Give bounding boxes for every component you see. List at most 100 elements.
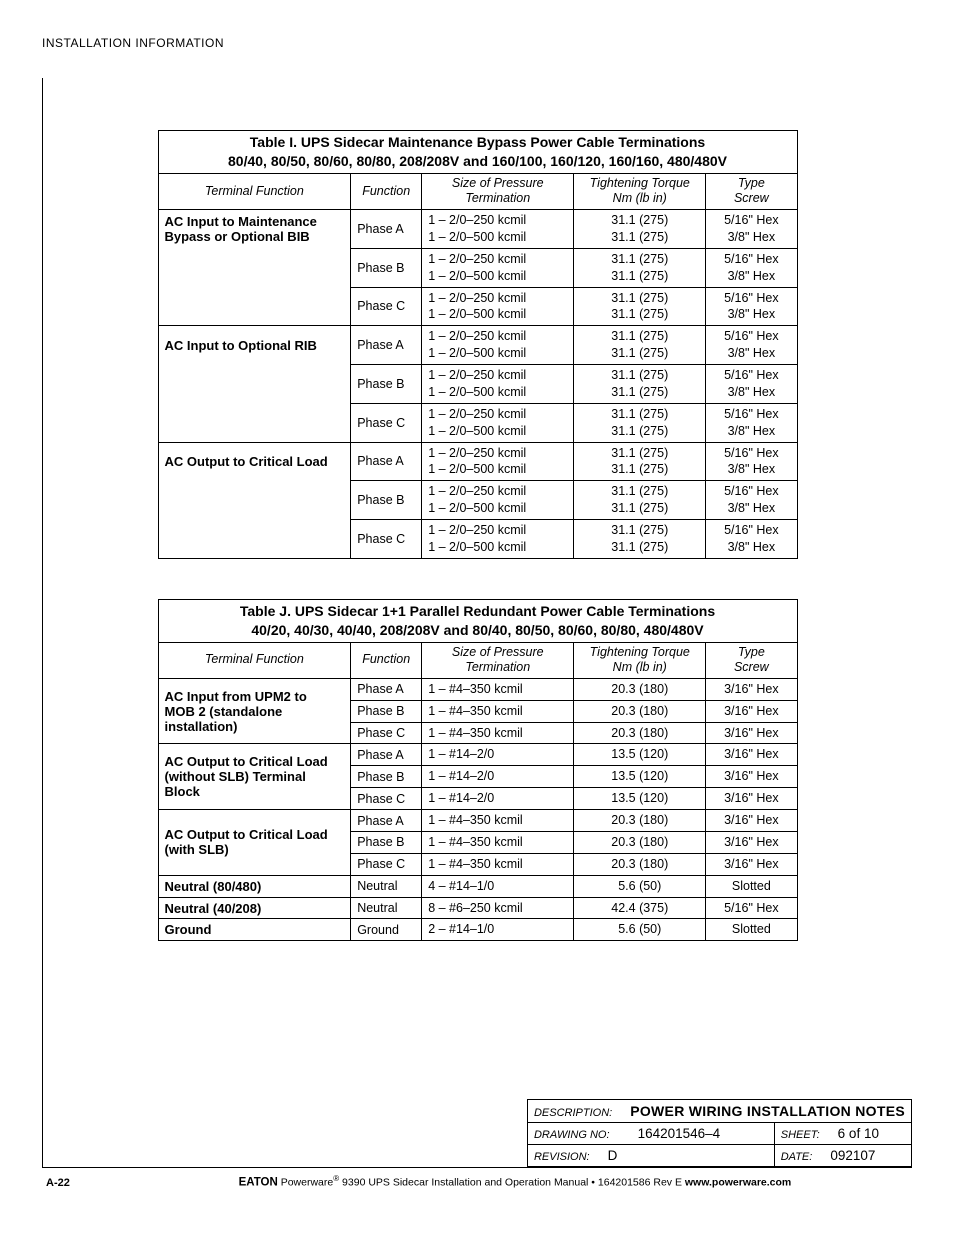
tb-desc-val: POWER WIRING INSTALLATION NOTES — [630, 1103, 905, 1119]
table-i-title-l2: 80/40, 80/50, 80/60, 80/80, 208/208V and… — [228, 153, 727, 169]
tb-date-label: DATE: — [781, 1151, 821, 1163]
table-row: Neutral (80/480)Neutral4 – #14–1/05.6 (5… — [158, 875, 797, 897]
size-cell: 8 – #6–250 kcmil — [422, 897, 574, 919]
table-j-headers: Terminal Function Function Size of Press… — [158, 642, 797, 678]
col-scr: TypeScrew — [706, 642, 797, 678]
screw-cell: 3/16" Hex — [706, 678, 797, 700]
torque-cell: 31.1 (275)31.1 (275) — [574, 403, 706, 442]
tb-rev-label: REVISION: — [534, 1151, 598, 1163]
table-j-title: Table J. UPS Sidecar 1+1 Parallel Redund… — [158, 599, 797, 642]
function-cell: Phase B — [351, 766, 422, 788]
page-footer: A-22 EATON Powerware® 9390 UPS Sidecar I… — [42, 1174, 912, 1189]
table-row: AC Output to Critical Load(with SLB)Phas… — [158, 810, 797, 832]
torque-cell: 20.3 (180) — [574, 722, 706, 744]
function-cell: Phase C — [351, 853, 422, 875]
screw-cell: 5/16" Hex3/8" Hex — [706, 248, 797, 287]
tb-drawing-val: 164201546–4 — [638, 1126, 721, 1141]
size-cell: 1 – 2/0–250 kcmil1 – 2/0–500 kcmil — [422, 442, 574, 481]
table-i-title: Table I. UPS Sidecar Maintenance Bypass … — [158, 131, 797, 174]
torque-cell: 31.1 (275)31.1 (275) — [574, 365, 706, 404]
tb-sheet-label: SHEET: — [781, 1129, 828, 1141]
tb-date-val: 092107 — [830, 1148, 875, 1163]
function-cell: Phase B — [351, 248, 422, 287]
function-cell: Phase A — [351, 810, 422, 832]
function-cell: Phase A — [351, 442, 422, 481]
terminal-function: Ground — [158, 919, 351, 941]
torque-cell: 5.6 (50) — [574, 919, 706, 941]
terminal-function-cont — [158, 365, 351, 404]
function-cell: Phase C — [351, 788, 422, 810]
table-row: Phase B1 – 2/0–250 kcmil1 – 2/0–500 kcmi… — [158, 365, 797, 404]
size-cell: 1 – 2/0–250 kcmil1 – 2/0–500 kcmil — [422, 210, 574, 249]
col-tf: Terminal Function — [158, 642, 351, 678]
document-page: INSTALLATION INFORMATION Table I. UPS Si… — [0, 0, 954, 1209]
torque-cell: 20.3 (180) — [574, 810, 706, 832]
table-row: AC Input to MaintenanceBypass or Optiona… — [158, 210, 797, 249]
size-cell: 1 – 2/0–250 kcmil1 – 2/0–500 kcmil — [422, 481, 574, 520]
function-cell: Phase C — [351, 520, 422, 559]
size-cell: 1 – #4–350 kcmil — [422, 678, 574, 700]
function-cell: Phase A — [351, 744, 422, 766]
torque-cell: 13.5 (120) — [574, 744, 706, 766]
terminal-function: AC Output to Critical Load — [158, 442, 351, 481]
size-cell: 1 – 2/0–250 kcmil1 – 2/0–500 kcmil — [422, 365, 574, 404]
torque-cell: 31.1 (275)31.1 (275) — [574, 481, 706, 520]
terminal-function: AC Input to Optional RIB — [158, 326, 351, 365]
terminal-function: AC Input to MaintenanceBypass or Optiona… — [158, 210, 351, 249]
size-cell: 1 – #4–350 kcmil — [422, 700, 574, 722]
footer-desc: 9390 UPS Sidecar Installation and Operat… — [339, 1177, 685, 1189]
screw-cell: 5/16" Hex3/8" Hex — [706, 403, 797, 442]
page-header: INSTALLATION INFORMATION — [42, 36, 912, 50]
screw-cell: 3/16" Hex — [706, 810, 797, 832]
terminal-function: AC Output to Critical Load(with SLB) — [158, 810, 351, 876]
terminal-function: AC Output to Critical Load(without SLB) … — [158, 744, 351, 810]
screw-cell: 3/16" Hex — [706, 853, 797, 875]
col-fn: Function — [351, 642, 422, 678]
table-row: AC Input to Optional RIBPhase A1 – 2/0–2… — [158, 326, 797, 365]
terminal-function-cont — [158, 403, 351, 442]
terminal-function-cont — [158, 287, 351, 326]
table-row: Phase C1 – 2/0–250 kcmil1 – 2/0–500 kcmi… — [158, 287, 797, 326]
table-row: AC Input from UPM2 toMOB 2 (standalonein… — [158, 678, 797, 700]
size-cell: 1 – #14–2/0 — [422, 744, 574, 766]
tb-drawing-label: DRAWING NO: — [534, 1129, 618, 1141]
table-row: AC Output to Critical LoadPhase A1 – 2/0… — [158, 442, 797, 481]
titleblock: DESCRIPTION: POWER WIRING INSTALLATION N… — [527, 1099, 912, 1167]
size-cell: 1 – #4–350 kcmil — [422, 853, 574, 875]
terminal-function-cont — [158, 520, 351, 559]
terminal-function: Neutral (80/480) — [158, 875, 351, 897]
screw-cell: 3/16" Hex — [706, 788, 797, 810]
torque-cell: 20.3 (180) — [574, 700, 706, 722]
table-i-title-l1: Table I. UPS Sidecar Maintenance Bypass … — [250, 134, 705, 150]
size-cell: 1 – 2/0–250 kcmil1 – 2/0–500 kcmil — [422, 326, 574, 365]
function-cell: Phase B — [351, 831, 422, 853]
page-number: A-22 — [46, 1177, 70, 1189]
col-sz: Size of PressureTermination — [422, 642, 574, 678]
torque-cell: 20.3 (180) — [574, 831, 706, 853]
function-cell: Phase B — [351, 700, 422, 722]
size-cell: 1 – #4–350 kcmil — [422, 722, 574, 744]
drawing-frame: Table I. UPS Sidecar Maintenance Bypass … — [42, 78, 912, 1168]
table-row: AC Output to Critical Load(without SLB) … — [158, 744, 797, 766]
col-tq: Tightening TorqueNm (lb in) — [574, 642, 706, 678]
col-sz: Size of PressureTermination — [422, 173, 574, 209]
terminal-function: AC Input from UPM2 toMOB 2 (standalonein… — [158, 678, 351, 744]
size-cell: 1 – #4–350 kcmil — [422, 810, 574, 832]
tb-sheet-val: 6 of 10 — [838, 1126, 879, 1141]
table-row: Neutral (40/208)Neutral8 – #6–250 kcmil4… — [158, 897, 797, 919]
torque-cell: 42.4 (375) — [574, 897, 706, 919]
torque-cell: 31.1 (275)31.1 (275) — [574, 248, 706, 287]
function-cell: Neutral — [351, 875, 422, 897]
col-scr: TypeScrew — [706, 173, 797, 209]
table-j-title-l1: Table J. UPS Sidecar 1+1 Parallel Redund… — [240, 603, 715, 619]
function-cell: Phase C — [351, 403, 422, 442]
screw-cell: 5/16" Hex3/8" Hex — [706, 326, 797, 365]
col-tf: Terminal Function — [158, 173, 351, 209]
function-cell: Phase A — [351, 678, 422, 700]
table-row: Phase B1 – 2/0–250 kcmil1 – 2/0–500 kcmi… — [158, 248, 797, 287]
terminal-function-cont — [158, 248, 351, 287]
function-cell: Ground — [351, 919, 422, 941]
size-cell: 4 – #14–1/0 — [422, 875, 574, 897]
screw-cell: 5/16" Hex3/8" Hex — [706, 287, 797, 326]
function-cell: Neutral — [351, 897, 422, 919]
